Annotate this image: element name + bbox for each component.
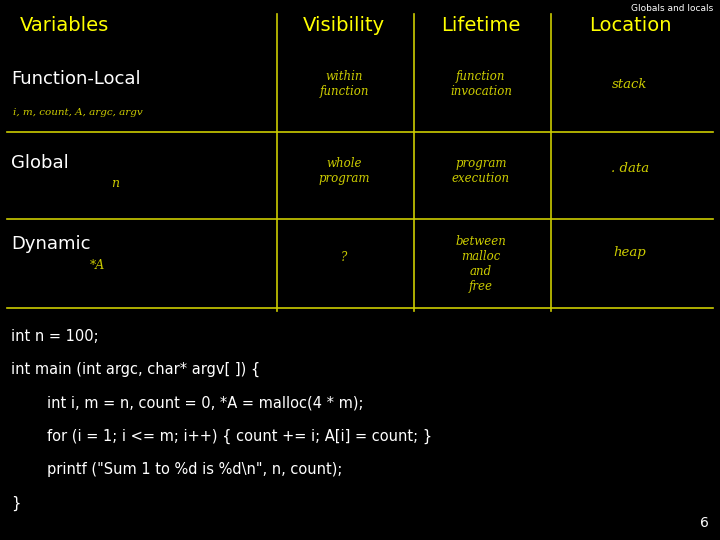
- Text: printf ("Sum 1 to %d is %d\n", n, count);: printf ("Sum 1 to %d is %d\n", n, count)…: [47, 462, 342, 477]
- Text: whole
program: whole program: [318, 157, 370, 185]
- Text: }: }: [11, 496, 20, 511]
- Text: i, m, count, A, argc, argv: i, m, count, A, argc, argv: [13, 108, 143, 117]
- Text: int i, m = n, count = 0, *A = malloc(4 * m);: int i, m = n, count = 0, *A = malloc(4 *…: [47, 395, 364, 410]
- Text: Location: Location: [589, 16, 671, 35]
- Text: Lifetime: Lifetime: [441, 16, 521, 35]
- Text: *A: *A: [90, 259, 105, 272]
- Text: ?: ?: [341, 251, 347, 264]
- Text: . data: . data: [611, 162, 649, 175]
- Text: Function-Local: Function-Local: [11, 70, 140, 88]
- Text: within
function: within function: [320, 70, 369, 98]
- Text: int n = 100;: int n = 100;: [11, 329, 99, 345]
- Text: int main (int argc, char* argv[ ]) {: int main (int argc, char* argv[ ]) {: [11, 362, 260, 377]
- Text: stack: stack: [612, 78, 648, 91]
- Text: program
execution: program execution: [452, 157, 510, 185]
- Text: Visibility: Visibility: [303, 16, 385, 35]
- Text: for (i = 1; i <= m; i++) { count += i; A[i] = count; }: for (i = 1; i <= m; i++) { count += i; A…: [47, 429, 432, 444]
- Text: Dynamic: Dynamic: [11, 235, 90, 253]
- Text: Globals and locals: Globals and locals: [631, 4, 713, 13]
- Text: Variables: Variables: [20, 16, 109, 35]
- Text: n: n: [112, 177, 120, 190]
- Text: function
invocation: function invocation: [450, 70, 512, 98]
- Text: Global: Global: [11, 154, 68, 172]
- Text: between
malloc
and
free: between malloc and free: [456, 235, 506, 293]
- Text: heap: heap: [613, 246, 647, 259]
- Text: 6: 6: [701, 516, 709, 530]
